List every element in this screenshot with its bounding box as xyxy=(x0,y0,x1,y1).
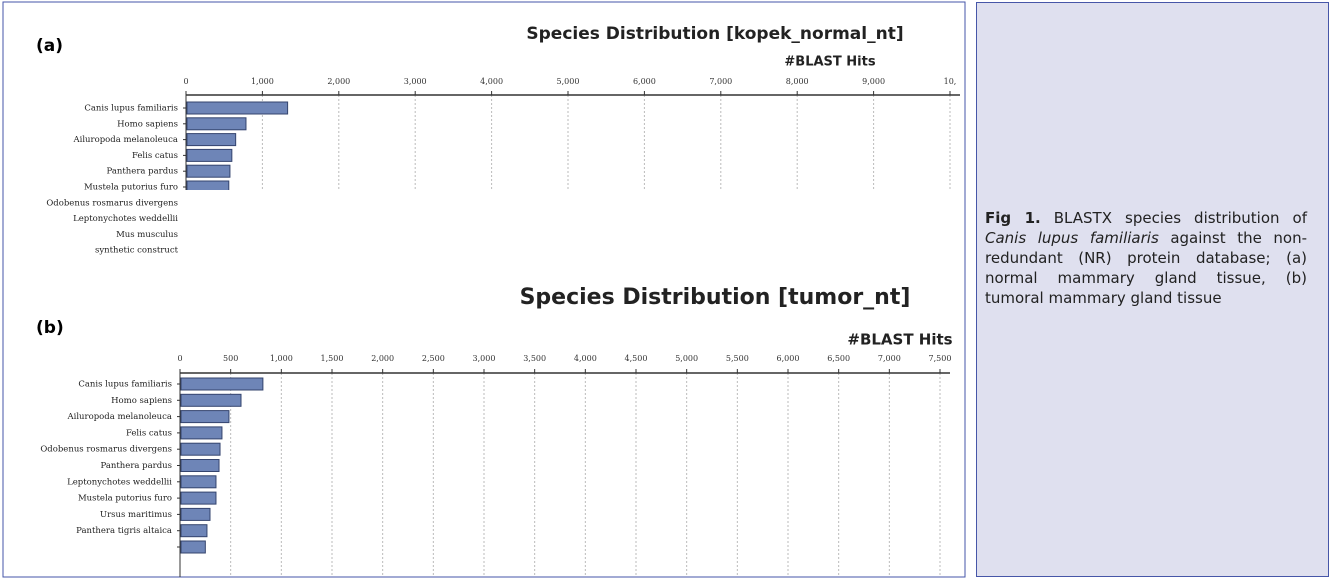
x-tick-label: 1,000 xyxy=(251,77,274,86)
y-tick-label: Panthera tigris altaica xyxy=(76,526,172,536)
y-tick-label: Mustela putorius furo xyxy=(78,494,172,504)
x-tick-label: 2,500 xyxy=(422,354,445,363)
charts-panel: (a) Species Distribution [kopek_normal_nt… xyxy=(2,1,966,578)
axis-label: #BLAST Hits xyxy=(784,55,875,70)
y-tick-label: Ailuropoda melanoleuca xyxy=(72,135,178,145)
y-tick-label: Odobenus rosmarus divergens xyxy=(46,198,178,208)
x-tick-label: 2,000 xyxy=(327,77,350,86)
caption-panel: Fig 1. BLASTX species distribution of Ca… xyxy=(976,2,1329,577)
caption-text: Fig 1. BLASTX species distribution of Ca… xyxy=(985,208,1307,308)
y-tick-label: Canis lupus familiaris xyxy=(84,104,178,114)
x-tick-label: 10, xyxy=(944,77,957,86)
bar xyxy=(180,524,208,538)
x-tick-label: 9,000 xyxy=(862,77,885,86)
bar xyxy=(180,442,221,456)
y-tick-label: Canis lupus familiaris xyxy=(78,380,172,390)
bar xyxy=(186,133,237,147)
x-tick-label: 8,000 xyxy=(786,77,809,86)
x-tick-label: 3,500 xyxy=(523,354,546,363)
x-tick-label: 1,000 xyxy=(270,354,293,363)
bar xyxy=(180,426,223,440)
x-tick-label: 6,000 xyxy=(633,77,656,86)
y-tick-label: synthetic construct xyxy=(95,246,179,256)
bar xyxy=(180,377,264,391)
y-tick-label: Leptonychotes weddellii xyxy=(73,214,178,224)
y-tick-label: Leptonychotes weddellii xyxy=(67,477,172,487)
bar xyxy=(180,491,217,505)
x-tick-label: 4,500 xyxy=(625,354,648,363)
caption-text-part: BLASTX species distribution of xyxy=(1040,209,1308,227)
x-tick-label: 4,000 xyxy=(480,77,503,86)
x-tick-label: 2,000 xyxy=(371,354,394,363)
bar xyxy=(186,117,247,131)
chart-title: Species Distribution [tumor_nt] xyxy=(520,285,911,310)
y-tick-label: Ailuropoda melanoleuca xyxy=(66,412,172,422)
x-tick-label: 1,500 xyxy=(321,354,344,363)
x-tick-label: 3,000 xyxy=(473,354,496,363)
y-tick-label: Odobenus rosmarus divergens xyxy=(40,445,172,455)
y-tick-label: Panthera pardus xyxy=(107,167,178,177)
panel-label: (a) xyxy=(36,36,63,56)
bar xyxy=(186,148,233,162)
caption-text-part: against the non-redundant (NR) protein d… xyxy=(985,229,1307,307)
x-tick-label: 6,000 xyxy=(777,354,800,363)
y-tick-label: Homo sapiens xyxy=(117,119,178,129)
y-tick-label: Mus musculus xyxy=(116,230,178,240)
bar xyxy=(180,410,230,424)
y-tick-label: Mustela putorius furo xyxy=(84,183,178,193)
panel-label: (b) xyxy=(36,318,64,338)
x-tick-label: 500 xyxy=(223,354,238,363)
x-tick-label: 5,500 xyxy=(726,354,749,363)
x-tick-label: 6,500 xyxy=(827,354,850,363)
bar xyxy=(180,540,206,554)
y-tick-label: Felis catus xyxy=(126,428,172,438)
x-tick-label: 3,000 xyxy=(404,77,427,86)
x-tick-label: 4,000 xyxy=(574,354,597,363)
y-tick-label: Ursus maritimus xyxy=(100,510,172,520)
x-tick-label: 7,500 xyxy=(929,354,952,363)
bar xyxy=(186,101,289,115)
bar xyxy=(180,475,217,489)
y-tick-label: Felis catus xyxy=(132,151,178,161)
x-tick-label: 0 xyxy=(177,354,182,363)
y-tick-label: Panthera pardus xyxy=(101,461,172,471)
x-tick-label: 7,000 xyxy=(709,77,732,86)
bar xyxy=(186,164,231,178)
x-tick-label: 5,000 xyxy=(557,77,580,86)
bar xyxy=(186,180,230,190)
x-tick-label: 0 xyxy=(183,77,188,86)
y-tick-label: Homo sapiens xyxy=(111,396,172,406)
bar xyxy=(180,459,220,472)
bar xyxy=(180,393,242,407)
axis-label: #BLAST Hits xyxy=(847,331,952,349)
caption-label: Fig 1. xyxy=(985,209,1041,227)
caption-species: Canis lupus familiaris xyxy=(985,229,1159,247)
x-tick-label: 5,000 xyxy=(675,354,698,363)
bar xyxy=(180,507,211,521)
x-tick-label: 7,000 xyxy=(878,354,901,363)
chart-title: Species Distribution [kopek_normal_nt] xyxy=(526,24,903,44)
